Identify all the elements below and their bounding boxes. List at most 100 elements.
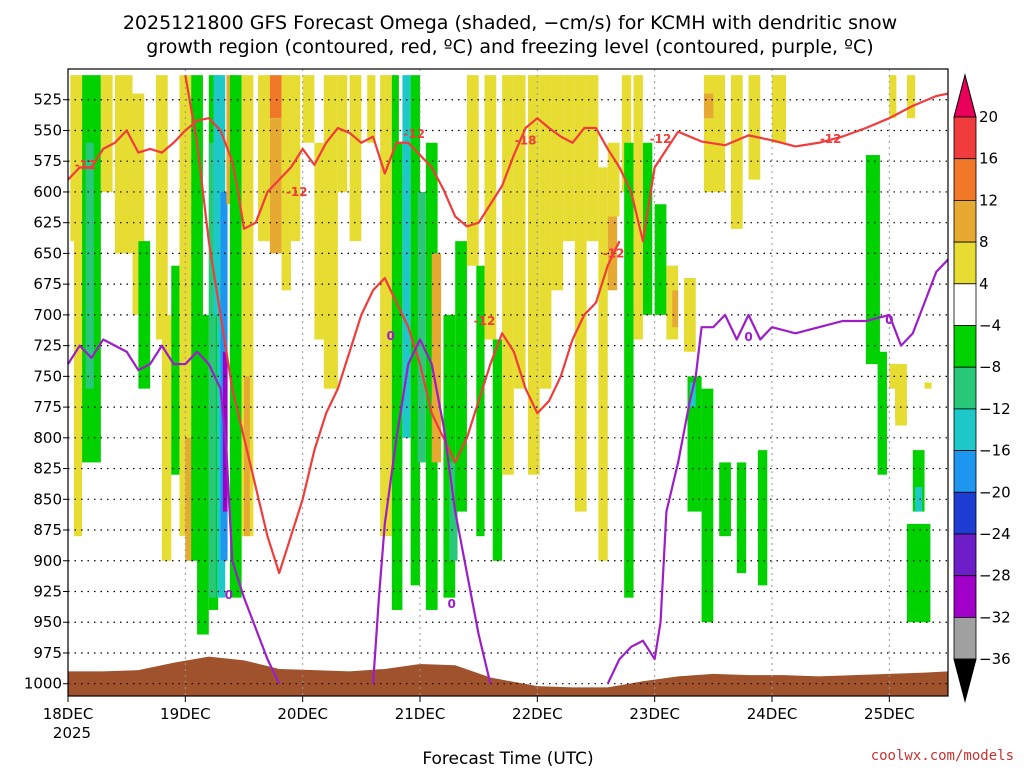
colorbar-band — [953, 325, 977, 368]
omega-cell — [865, 155, 880, 365]
omega-cell — [772, 75, 787, 143]
omega-cell — [730, 75, 743, 229]
colorbar-label: 20 — [979, 108, 998, 126]
omega-cell — [402, 75, 411, 438]
colorbar-label: −12 — [979, 400, 1011, 418]
omega-cell — [138, 241, 151, 389]
omega-cell — [492, 339, 503, 561]
colorbar-label: −32 — [979, 608, 1011, 626]
omega-cell — [642, 142, 653, 315]
y-tick-label: 675 — [33, 275, 62, 293]
omega-cell — [689, 382, 696, 408]
colorbar-label: −28 — [979, 567, 1011, 585]
freezing-level-contour-line — [371, 338, 492, 684]
freezing-contour-label: 0 — [744, 330, 752, 344]
freezing-contour-label: 0 — [448, 597, 456, 611]
y-tick-label: 650 — [33, 244, 62, 262]
terrain-area — [68, 656, 948, 696]
dgz-contour-label: -18 — [515, 133, 537, 147]
omega-cell — [455, 241, 467, 512]
omega-cell — [539, 75, 552, 389]
y-tick-label: 625 — [33, 214, 62, 232]
omega-cell — [391, 75, 399, 143]
omega-cell — [114, 75, 133, 254]
omega-cell — [502, 75, 514, 475]
omega-shading-layer — [70, 75, 932, 635]
colorbar-band — [953, 116, 977, 160]
dgz-contour-label: -12 — [650, 132, 672, 146]
omega-cell — [736, 462, 747, 574]
y-tick-label: 525 — [33, 91, 62, 109]
dgz-contour-label: -12 — [75, 158, 97, 172]
x-tick-label: 20DEC — [277, 705, 328, 723]
colorbar-bottom-arrow — [953, 658, 977, 704]
omega-cell — [241, 75, 254, 537]
omega-cell — [672, 290, 679, 328]
omega-cell — [703, 75, 726, 192]
terrain-layer — [68, 656, 948, 696]
y-tick-label: 900 — [33, 552, 62, 570]
omega-cell — [314, 142, 327, 340]
omega-cell — [466, 75, 479, 266]
omega-cell — [703, 93, 714, 119]
omega-cell — [527, 75, 540, 475]
chart-title-line-1: 2025121800 GFS Forecast Omega (shaded, −… — [123, 12, 897, 34]
omega-cell — [281, 155, 291, 291]
omega-cell — [443, 314, 456, 598]
omega-cell — [687, 376, 702, 512]
omega-cell — [624, 142, 634, 598]
omega-cell — [889, 75, 897, 119]
colorbar-band — [953, 199, 977, 243]
year-label: 2025 — [53, 724, 91, 742]
colorbar-band — [953, 241, 977, 285]
omega-cell — [476, 265, 485, 537]
colorbar-band — [953, 491, 977, 535]
freezing-contour-label: 0 — [386, 329, 394, 343]
omega-cell — [185, 437, 195, 561]
omega-cell — [574, 75, 587, 512]
omega-cell — [906, 523, 931, 623]
omega-cell — [132, 93, 145, 315]
y-tick-label: 700 — [33, 306, 62, 324]
colorbar-label: 8 — [979, 233, 989, 251]
omega-cell — [269, 118, 282, 254]
x-tick-label: 25DEC — [864, 705, 915, 723]
colorbar-label: 12 — [979, 191, 998, 209]
omega-cell — [100, 75, 113, 192]
y-tick-label: 875 — [33, 521, 62, 539]
omega-cell — [337, 75, 348, 192]
omega-cell — [391, 142, 403, 610]
omega-cell — [380, 75, 392, 537]
freezing-contour-label: 0 — [885, 313, 893, 327]
contour-label-layer: -12 -12 -12 -18 -12 -12 -12 -12 0 0 0 0 0 — [75, 127, 894, 611]
omega-cell — [449, 462, 458, 561]
colorbar-band — [953, 617, 977, 660]
omega-cell — [748, 75, 761, 180]
y-tick-label: 725 — [33, 337, 62, 355]
omega-cell — [197, 314, 209, 635]
y-tick-label: 825 — [33, 460, 62, 478]
omega-cell — [244, 376, 250, 537]
omega-cell — [586, 75, 599, 242]
omega-cell — [924, 382, 932, 389]
y-tick-label: 925 — [33, 583, 62, 601]
y-tick-label: 1000 — [24, 675, 62, 693]
chart-title-line-2: growth region (contoured, red, ºC) and f… — [146, 36, 873, 58]
colorbar-band — [953, 575, 977, 618]
y-axis-ticks: 525 550 575 600 625 650 675 700 725 750 775 800 825 8… — [24, 91, 68, 693]
omega-cell — [513, 75, 526, 389]
colorbar-top-arrow — [953, 73, 977, 118]
x-tick-label: 22DEC — [512, 705, 563, 723]
omega-cell — [684, 278, 696, 352]
dgz-contour-label: -12 — [403, 127, 425, 141]
omega-cell — [621, 75, 632, 192]
omega-cell — [367, 75, 376, 143]
omega-cell — [410, 75, 420, 586]
omega-cell — [906, 75, 916, 119]
y-tick-label: 800 — [33, 429, 62, 447]
omega-cell — [417, 191, 426, 463]
omega-cell — [551, 75, 564, 291]
omega-cell — [912, 450, 925, 512]
omega-cell — [171, 265, 180, 475]
